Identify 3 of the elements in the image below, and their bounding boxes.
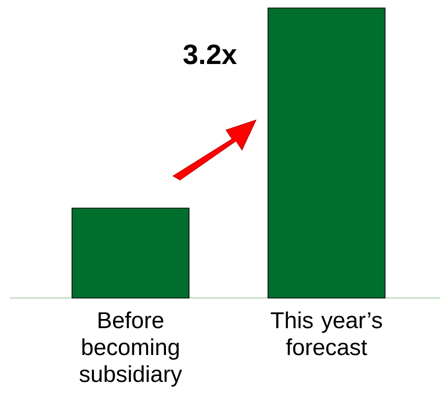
x-tick-label: Before becoming subsidiary [80, 312, 182, 387]
x-tick-label: This year’s forecast [270, 312, 382, 356]
annotation: 3.2x [183, 44, 237, 64]
